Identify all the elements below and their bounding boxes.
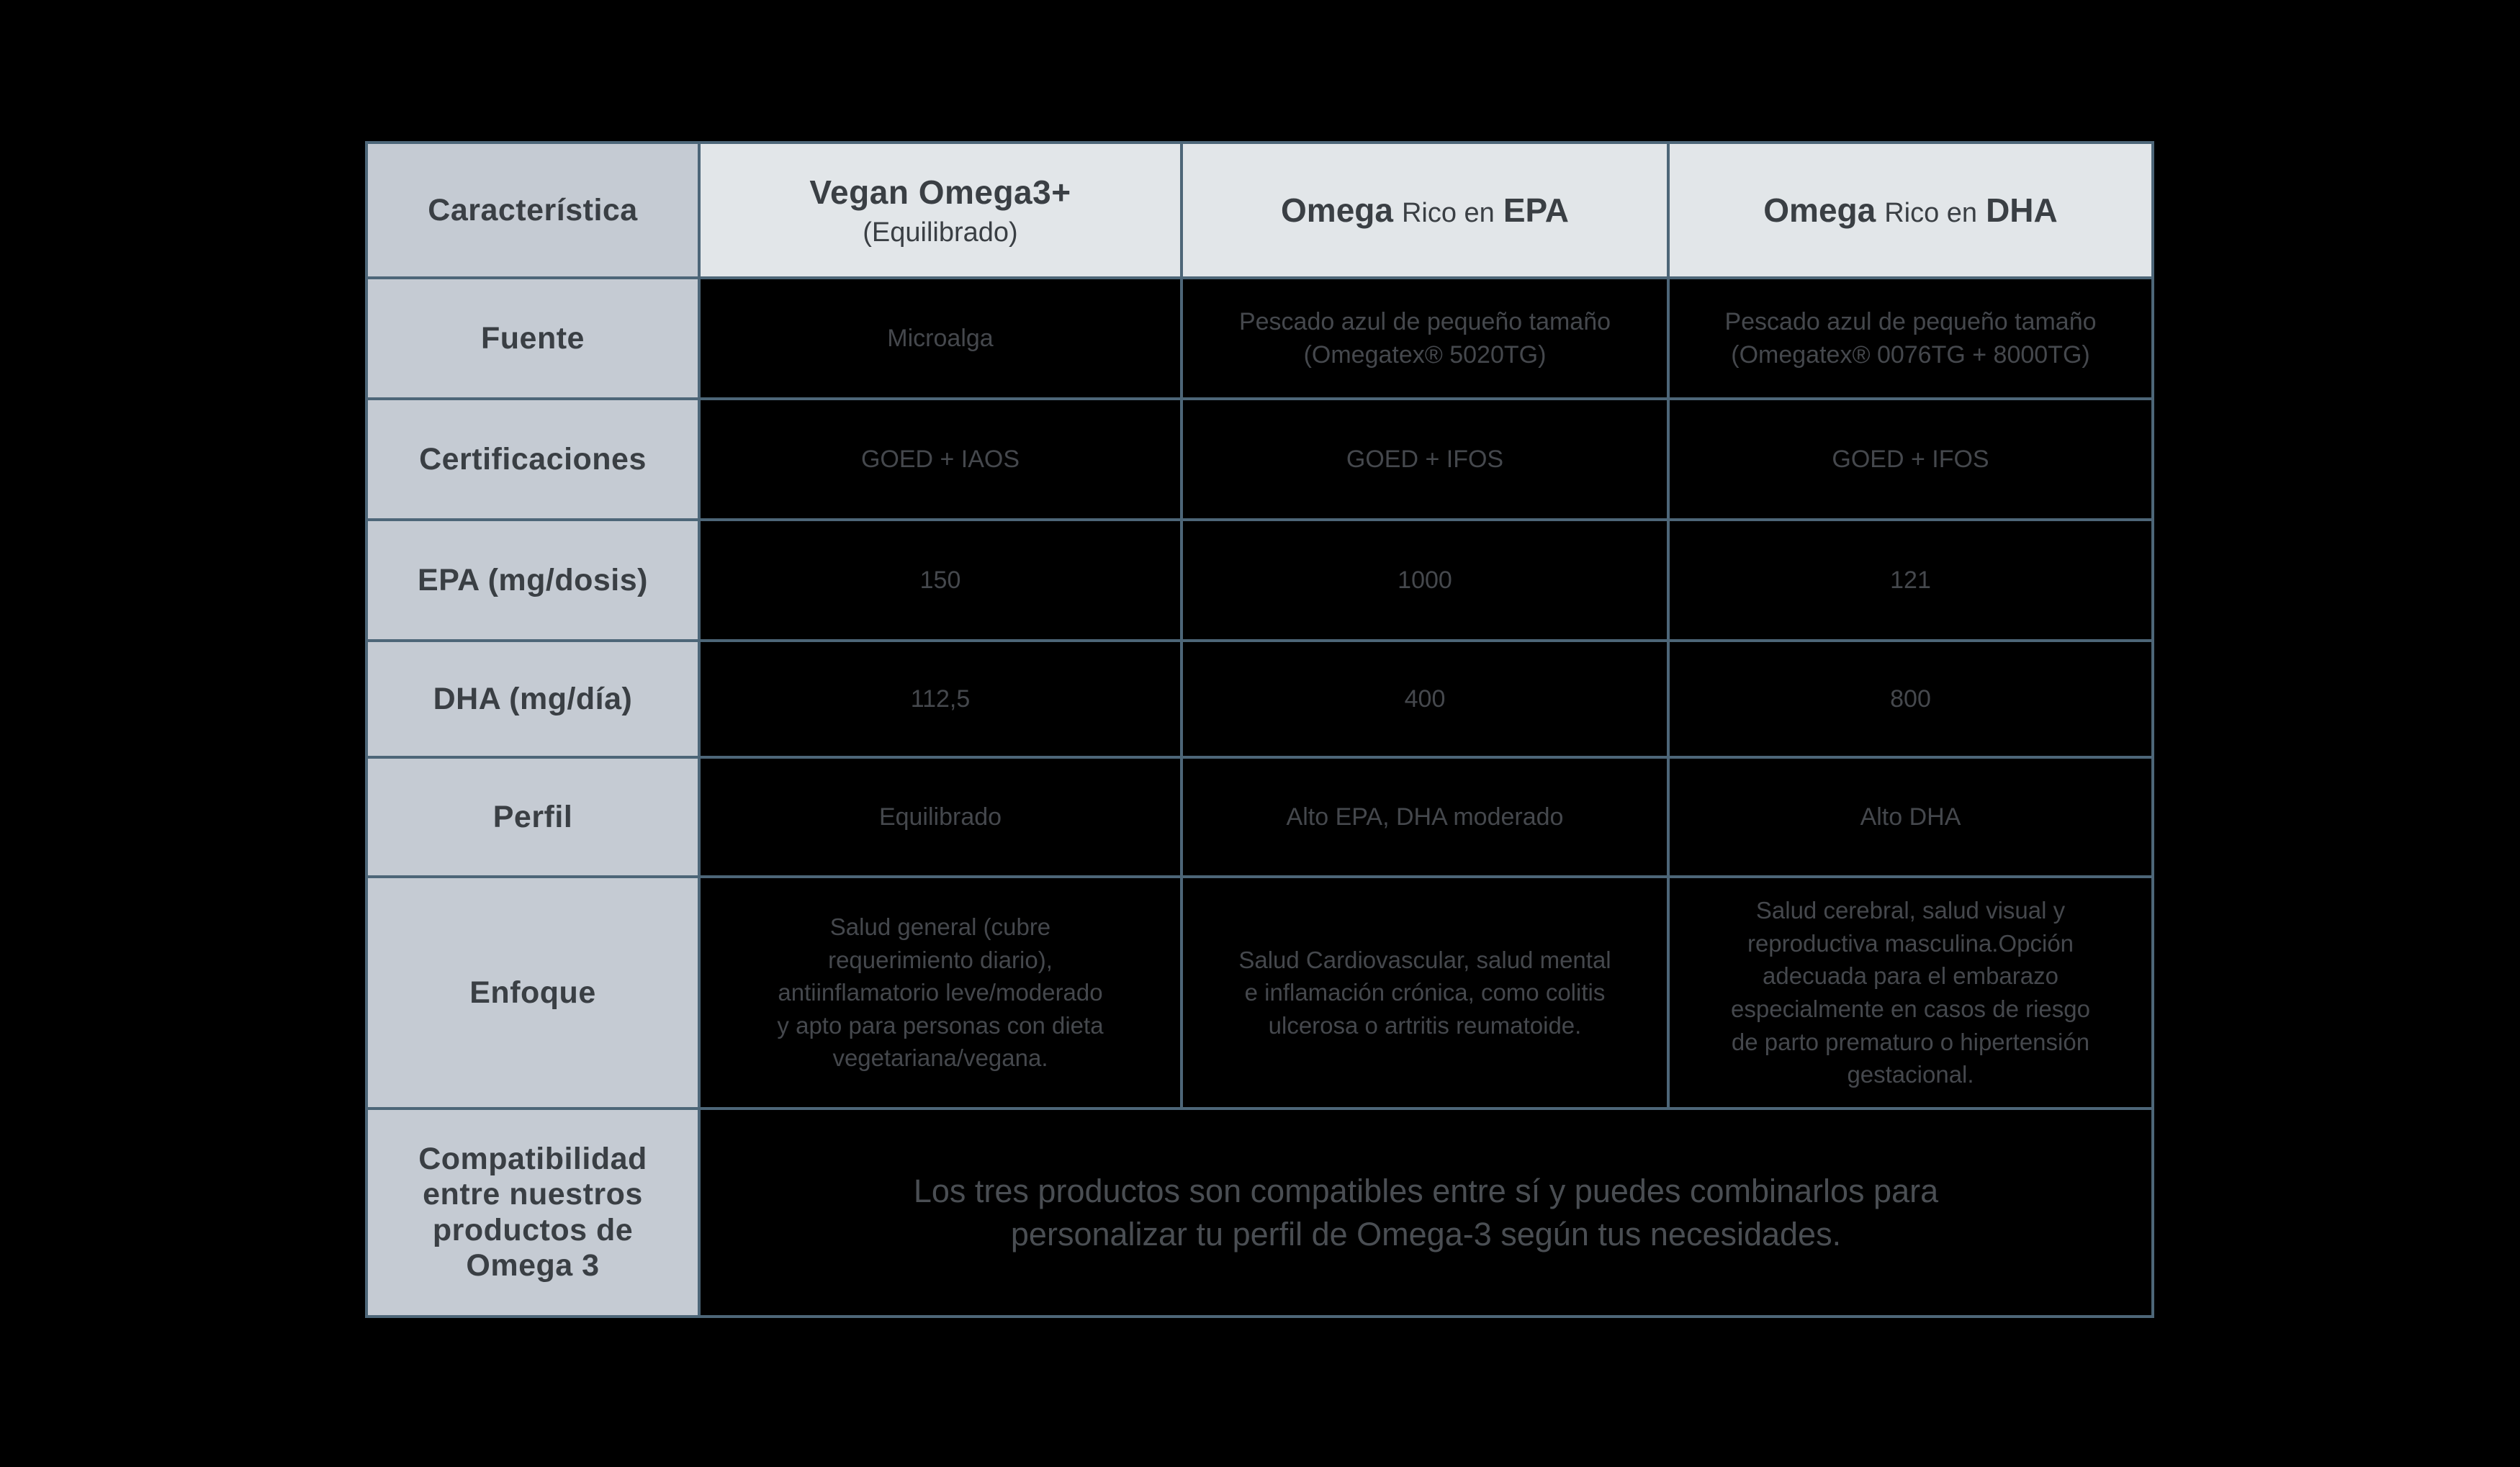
- cell-dha-dha: 800: [1670, 642, 2151, 756]
- cell-certificaciones-dha: GOED + IFOS: [1670, 400, 2151, 518]
- cell-enfoque-vegan: Salud general (cubre requerimiento diari…: [701, 878, 1180, 1107]
- cell-epa-vegan: 150: [701, 521, 1180, 639]
- product-qualifier-vegan-omega3: (Equilibrado): [863, 217, 1018, 248]
- product-highlight-epa: EPA: [1503, 191, 1569, 229]
- product-descriptor-dha: Rico en: [1884, 198, 1978, 228]
- row-label-certificaciones-text: Certificaciones: [419, 441, 647, 477]
- header-product-omega-dha: Omega Rico en DHA: [1670, 144, 2151, 276]
- cell-certificaciones-vegan: GOED + IAOS: [701, 400, 1180, 518]
- header-product-omega-epa: Omega Rico en EPA: [1183, 144, 1667, 276]
- product-brand-dha: Omega: [1763, 191, 1876, 229]
- row-label-certificaciones: Certificaciones: [368, 400, 698, 518]
- product-descriptor-epa: Rico en: [1401, 198, 1495, 228]
- cell-enfoque-epa: Salud Cardiovascular, salud mental e inf…: [1183, 878, 1667, 1107]
- cell-certificaciones-epa: GOED + IFOS: [1183, 400, 1667, 518]
- cell-enfoque-dha: Salud cerebral, salud visual y reproduct…: [1670, 878, 2151, 1107]
- row-label-fuente-text: Fuente: [481, 320, 585, 356]
- cell-fuente-epa: Pescado azul de pequeño tamaño (Omegatex…: [1183, 279, 1667, 397]
- row-label-epa-text: EPA (mg/dosis): [418, 562, 648, 597]
- cell-perfil-epa: Alto EPA, DHA moderado: [1183, 759, 1667, 875]
- header-feature-label: Característica: [368, 144, 698, 276]
- cell-epa-dha: 121: [1670, 521, 2151, 639]
- comparison-table: Característica Vegan Omega3+ (Equilibrad…: [365, 141, 2154, 1318]
- row-label-enfoque-text: Enfoque: [469, 975, 596, 1010]
- product-name-vegan-omega3: Vegan Omega3+: [809, 173, 1071, 211]
- cell-compatibilidad-message: Los tres productos son compatibles entre…: [701, 1110, 2151, 1315]
- row-label-dha-mg-dia: DHA (mg/día): [368, 642, 698, 756]
- product-highlight-dha: DHA: [1986, 191, 2058, 229]
- product-brand-epa: Omega: [1281, 191, 1393, 229]
- row-label-fuente: Fuente: [368, 279, 698, 397]
- row-label-perfil-text: Perfil: [492, 799, 573, 834]
- header-feature-text: Característica: [428, 192, 638, 227]
- cell-fuente-dha: Pescado azul de pequeño tamaño (Omegatex…: [1670, 279, 2151, 397]
- product-title-omega-epa: Omega Rico en EPA: [1281, 191, 1569, 230]
- header-product-vegan-omega3: Vegan Omega3+ (Equilibrado): [701, 144, 1180, 276]
- row-label-enfoque: Enfoque: [368, 878, 698, 1107]
- cell-perfil-dha: Alto DHA: [1670, 759, 2151, 875]
- cell-fuente-vegan: Microalga: [701, 279, 1180, 397]
- product-title-omega-dha: Omega Rico en DHA: [1763, 191, 2057, 230]
- row-label-epa-mg-dosis: EPA (mg/dosis): [368, 521, 698, 639]
- cell-epa-epa: 1000: [1183, 521, 1667, 639]
- row-label-compatibilidad: Compatibilidad entre nuestros productos …: [368, 1110, 698, 1315]
- cell-dha-epa: 400: [1183, 642, 1667, 756]
- cell-dha-vegan: 112,5: [701, 642, 1180, 756]
- cell-perfil-vegan: Equilibrado: [701, 759, 1180, 875]
- row-label-dha-text: DHA (mg/día): [433, 681, 633, 716]
- row-label-perfil: Perfil: [368, 759, 698, 875]
